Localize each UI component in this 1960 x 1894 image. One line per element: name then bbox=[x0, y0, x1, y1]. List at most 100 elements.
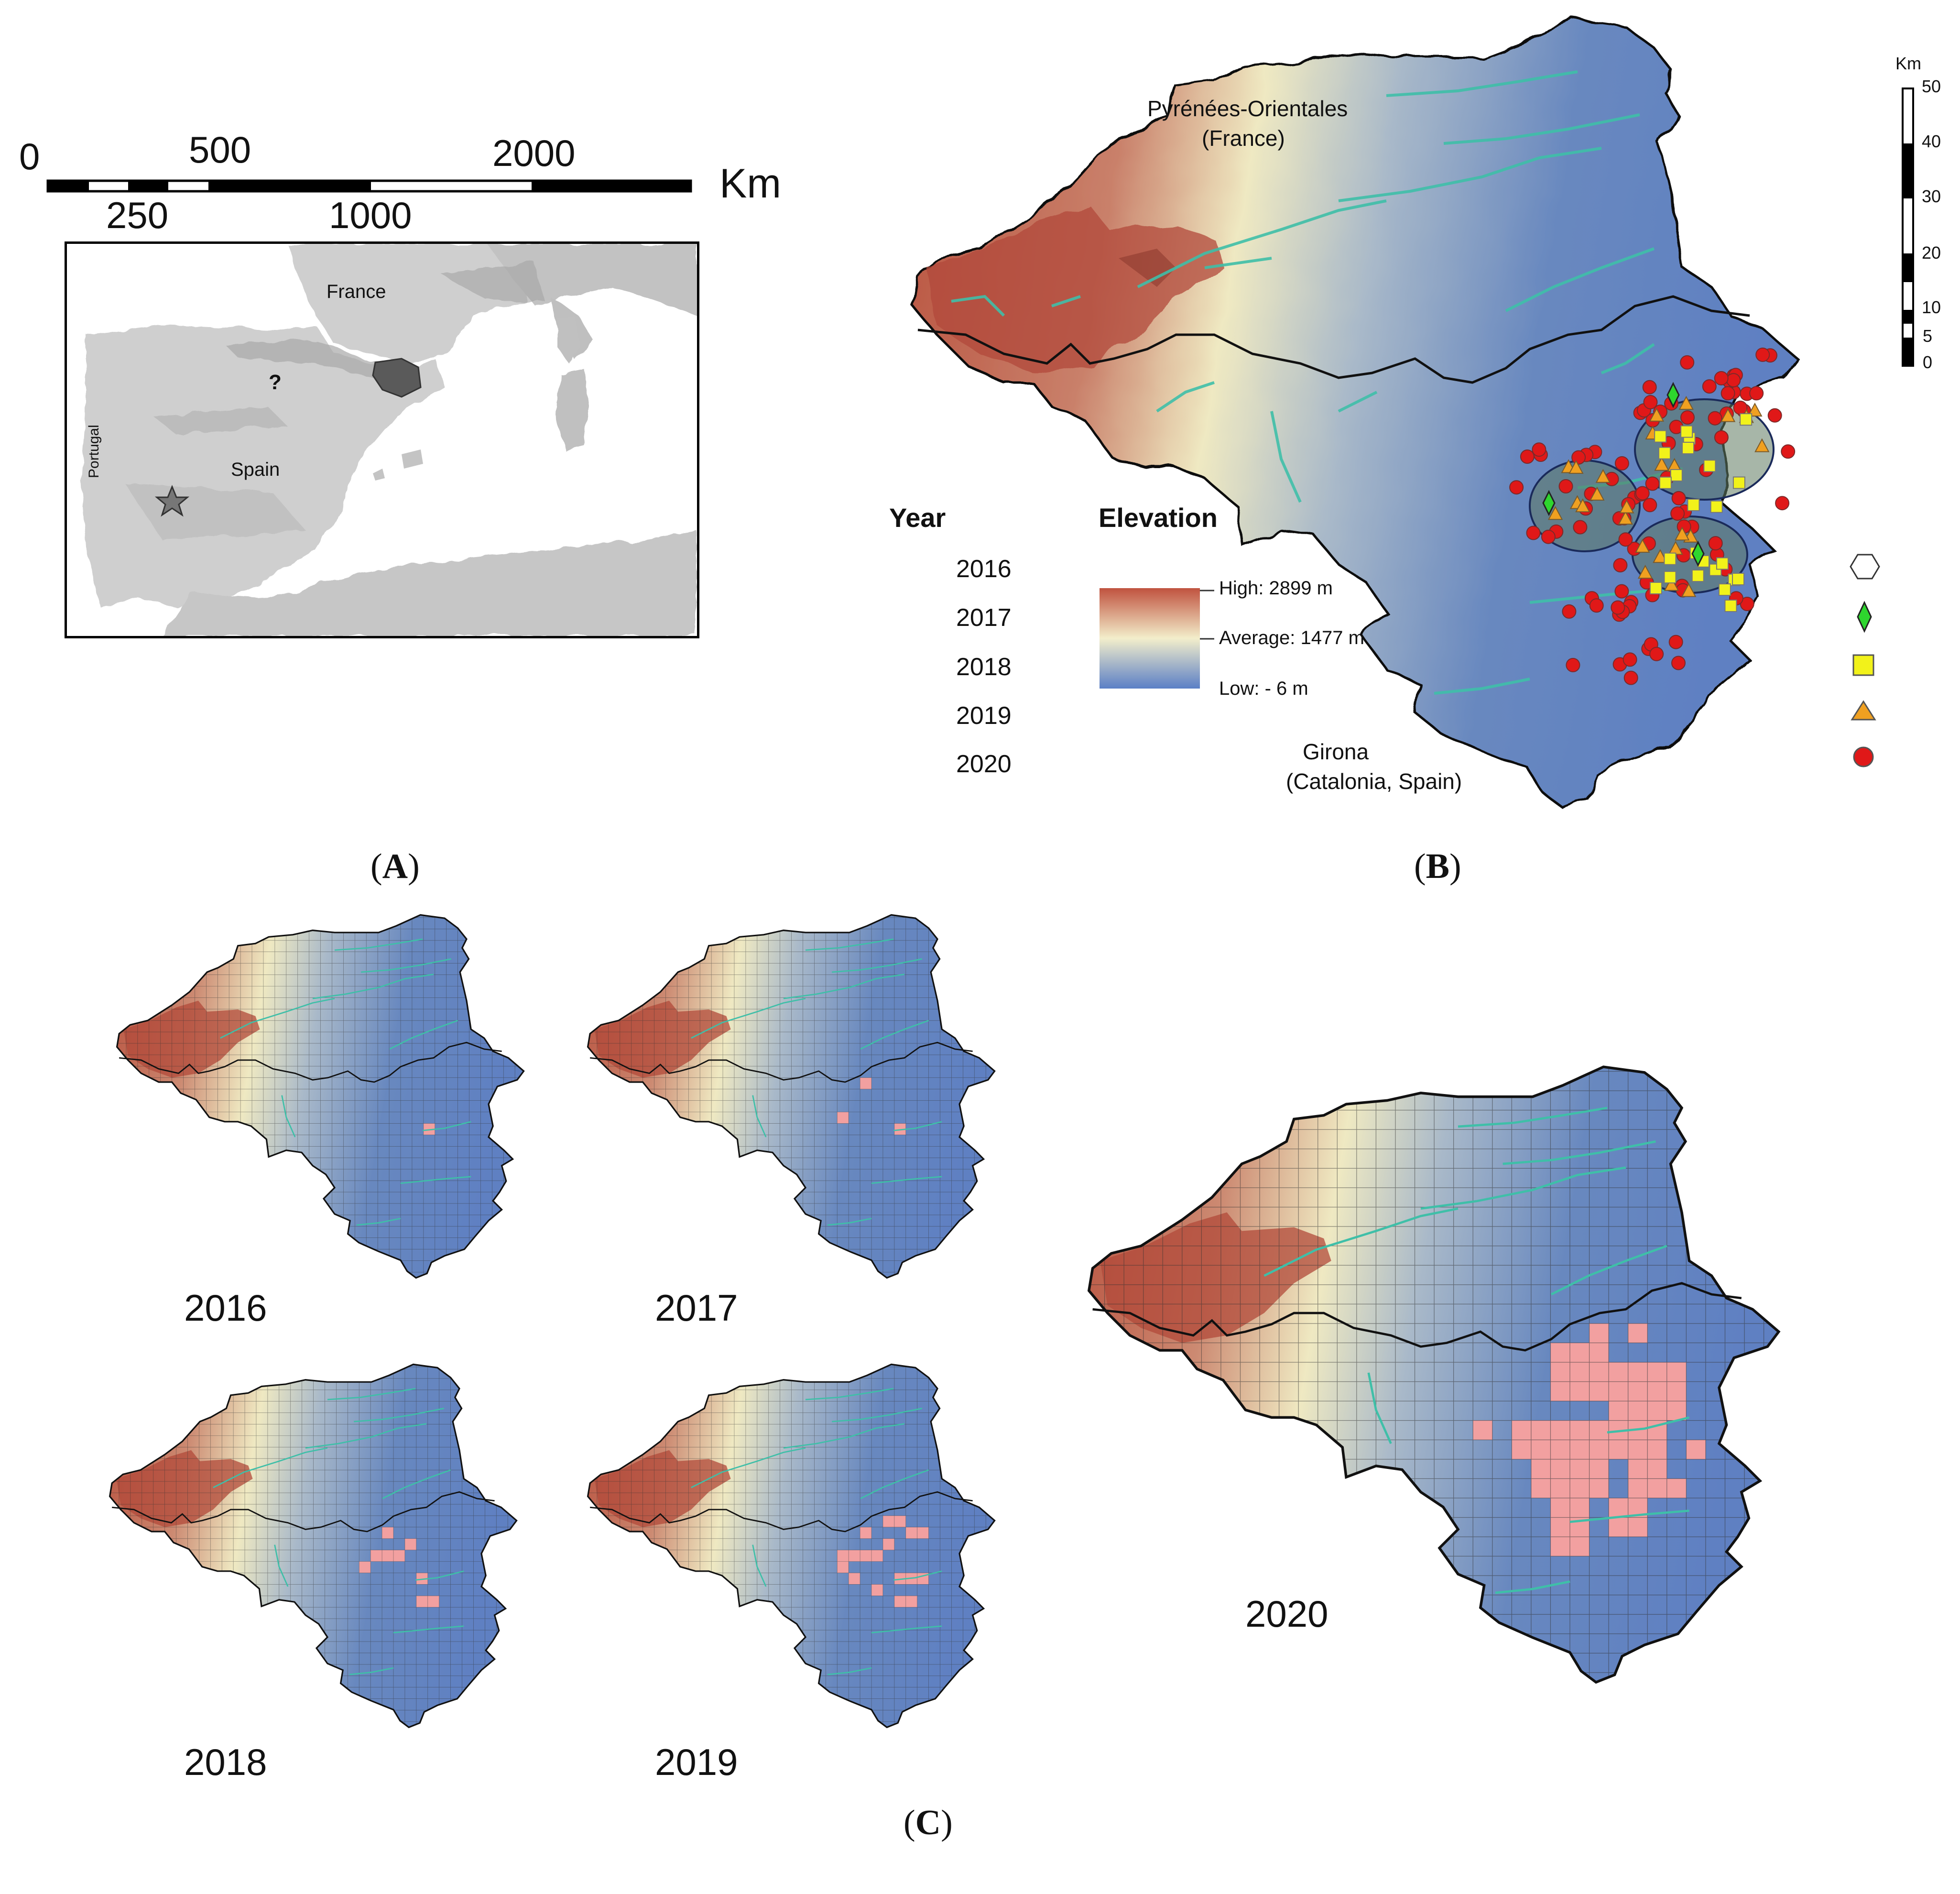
rivers bbox=[1263, 1106, 1690, 1594]
mountain-shade bbox=[123, 1000, 260, 1078]
observation-2020 bbox=[1614, 456, 1629, 471]
territory-b bbox=[912, 18, 1799, 810]
year-label-2020: 2020 bbox=[1245, 1593, 1328, 1635]
occupied-cell bbox=[1647, 1478, 1667, 1498]
observation-2018 bbox=[1732, 476, 1745, 489]
occupied-cell bbox=[1647, 1440, 1667, 1459]
label-catalonia-sub: (Catalonia, Spain) bbox=[1286, 769, 1462, 794]
observation-2020 bbox=[1558, 479, 1573, 493]
scale-label-2000: 2000 bbox=[492, 132, 576, 174]
study-area-highlight bbox=[372, 358, 422, 398]
caption-b: (B) bbox=[1414, 847, 1461, 886]
occupied-cell bbox=[1589, 1478, 1609, 1498]
occupied-cell bbox=[871, 1584, 883, 1596]
occupied-cell bbox=[1531, 1478, 1551, 1498]
territory-outline bbox=[587, 1363, 996, 1729]
observation-2018 bbox=[1654, 430, 1667, 443]
observation-2018 bbox=[1664, 571, 1677, 584]
rivers bbox=[691, 1388, 942, 1675]
legend-year-2016: 2016 bbox=[956, 555, 1012, 583]
occupied-cell bbox=[882, 1515, 894, 1527]
legend-year-title: Year bbox=[889, 503, 946, 533]
occupied-cell bbox=[1666, 1401, 1687, 1421]
inset-map bbox=[81, 244, 697, 636]
territory-fill bbox=[588, 1364, 995, 1728]
occupied-cell bbox=[382, 1550, 393, 1562]
territory-fill bbox=[109, 1364, 517, 1728]
occupied-cell bbox=[1550, 1478, 1570, 1498]
occupied-cell bbox=[1647, 1401, 1667, 1421]
occupied-cell bbox=[1628, 1401, 1648, 1421]
occupied-cell bbox=[1570, 1498, 1590, 1518]
legend-diamond-2017 bbox=[1857, 601, 1872, 633]
observation-2019 bbox=[1619, 499, 1634, 514]
vertical-scalebar bbox=[1902, 88, 1914, 367]
label-girona: Girona bbox=[1303, 739, 1369, 764]
occupied-cell bbox=[1609, 1498, 1628, 1518]
legend-hexagon-2016 bbox=[1850, 554, 1880, 580]
observation-2020 bbox=[1671, 491, 1686, 505]
occupied-cell bbox=[1686, 1440, 1706, 1459]
rivers bbox=[691, 938, 942, 1226]
border-line bbox=[112, 1491, 495, 1533]
observation-2020 bbox=[1781, 444, 1796, 459]
mountain-shade bbox=[594, 1450, 731, 1527]
observation-2020 bbox=[1708, 536, 1723, 551]
points-2018 bbox=[1649, 413, 1753, 612]
territory-outline bbox=[1087, 1065, 1781, 1684]
points-2017 bbox=[1542, 382, 1705, 567]
inset-map-frame bbox=[65, 241, 699, 638]
occupied-cell bbox=[837, 1561, 849, 1573]
observation-2020 bbox=[1541, 529, 1556, 544]
observation-2020 bbox=[1613, 558, 1628, 573]
scale-unit-km: Km bbox=[719, 161, 781, 207]
occupied-cell bbox=[1550, 1517, 1570, 1537]
observation-2018 bbox=[1682, 441, 1695, 454]
observation-2019 bbox=[1637, 565, 1653, 579]
occupied-cell bbox=[1666, 1478, 1687, 1498]
occupied-cells bbox=[1473, 1323, 1706, 1556]
observation-2020 bbox=[1649, 646, 1664, 661]
occupied-cell bbox=[1609, 1401, 1628, 1421]
observation-2019 bbox=[1590, 486, 1605, 501]
occupied-cell bbox=[1589, 1381, 1609, 1401]
occupied-cell bbox=[1628, 1362, 1648, 1382]
occupied-cell bbox=[1550, 1498, 1570, 1518]
label-france-sub: (France) bbox=[1202, 126, 1285, 151]
observation-2020 bbox=[1520, 449, 1535, 464]
panel-a-scalebar bbox=[46, 179, 692, 193]
legend-elevation-title: Elevation bbox=[1099, 503, 1218, 533]
label-pyrenees-orientales: Pyrénées-Orientales bbox=[1147, 96, 1348, 121]
observation-2020 bbox=[1571, 450, 1586, 465]
occupied-cell bbox=[860, 1550, 871, 1562]
border-line bbox=[119, 1041, 502, 1083]
occupied-cell bbox=[1628, 1517, 1648, 1537]
observation-2019 bbox=[1575, 498, 1590, 513]
observation-2019 bbox=[1635, 538, 1650, 553]
occupied-cell bbox=[1550, 1381, 1570, 1401]
observation-2020 bbox=[1775, 496, 1790, 511]
observation-2020 bbox=[1726, 373, 1741, 388]
observation-2020 bbox=[1526, 526, 1541, 540]
scalebar-tick-20: 20 bbox=[1922, 243, 1941, 263]
observation-2020 bbox=[1708, 411, 1722, 426]
occupied-cell bbox=[370, 1550, 382, 1562]
occupied-cell bbox=[1531, 1420, 1551, 1440]
observation-2019 bbox=[1754, 438, 1770, 452]
observation-2019 bbox=[1747, 402, 1763, 417]
caption-a: (A) bbox=[370, 847, 420, 886]
year-label-2019: 2019 bbox=[655, 1741, 738, 1783]
observation-2018 bbox=[1724, 599, 1737, 612]
observation-2019 bbox=[1618, 511, 1633, 525]
occupied-cell bbox=[1589, 1459, 1609, 1479]
label-france: France bbox=[327, 281, 386, 302]
territory-outline bbox=[116, 914, 525, 1279]
occupied-cell bbox=[1512, 1420, 1531, 1440]
observation-2017 bbox=[1691, 540, 1705, 567]
observation-2020 bbox=[1589, 598, 1604, 613]
occupied-cell bbox=[1589, 1362, 1609, 1382]
occupied-cell bbox=[1550, 1537, 1570, 1556]
border-line bbox=[1092, 1282, 1742, 1352]
observation-2020 bbox=[1622, 652, 1637, 667]
observation-2018 bbox=[1710, 500, 1723, 513]
